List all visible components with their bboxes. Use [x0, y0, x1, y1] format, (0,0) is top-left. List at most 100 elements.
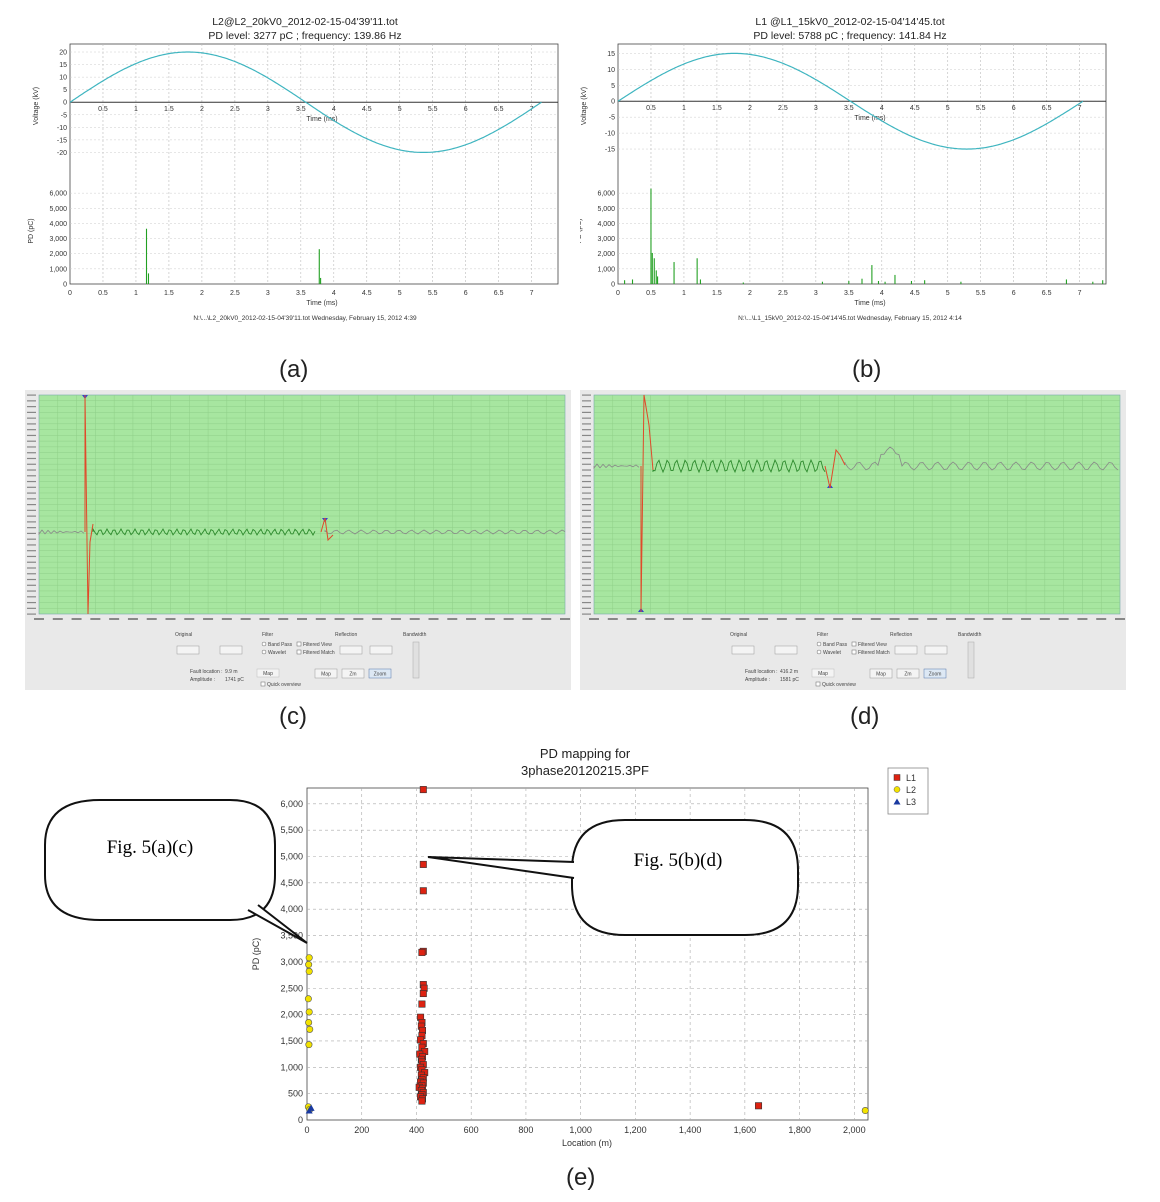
y-tick-mark	[582, 515, 591, 517]
pd-tick-label: 5,000	[49, 206, 67, 213]
pd-x-tick-label: 2	[748, 290, 752, 297]
reflection-next-button[interactable]	[369, 645, 393, 655]
pd-tick-label: 5,000	[597, 206, 615, 213]
callout-bubble-a-c	[44, 799, 276, 921]
pd-x-tick-label: 6	[1012, 290, 1016, 297]
waveform-pulse-highlight	[84, 394, 334, 615]
x-tick-mark	[927, 618, 938, 620]
fault-location-value: 416.2 m	[780, 669, 798, 675]
reflection-next-button[interactable]	[924, 645, 948, 655]
x-tick-mark	[1077, 618, 1088, 620]
callout-label-a-c: Fig. 5(a)(c)	[107, 837, 194, 858]
pd-x-tick-label: 5.5	[976, 290, 986, 297]
action-button[interactable]	[368, 668, 392, 679]
x-tick-mark	[814, 618, 825, 620]
x-tick-mark	[1115, 618, 1125, 620]
voltage-tick-label: 15	[59, 62, 67, 69]
data-point-L2	[305, 967, 313, 975]
quick-overview-checkbox[interactable]	[815, 681, 821, 687]
filtered-match-checkbox[interactable]	[296, 649, 302, 655]
y-tick-mark	[27, 429, 36, 431]
pd-mapping-chart: PD mapping for 3phase20120215.3PF 0 200 400 6…	[44, 746, 929, 1148]
voltage-y-label: Voltage (kV)	[581, 87, 588, 125]
waveform-trace	[38, 529, 566, 536]
y-tick-mark	[582, 417, 591, 419]
file-footer: N:\...\L2_20kV0_2012-02-15-04'39'11.tot …	[193, 315, 417, 322]
prev-button[interactable]	[176, 645, 200, 655]
y-tick-mark	[27, 584, 36, 586]
pd-tick-label: 0	[63, 282, 67, 289]
voltage-x-tick-label: 4	[880, 105, 884, 112]
y-tick-mark	[582, 429, 591, 431]
waveform-panel-c: Original Filter Band Pass Wavelet Filtered V…	[25, 390, 571, 690]
y-tick-label: 4,000	[280, 904, 303, 914]
voltage-x-tick-label: 2	[748, 105, 752, 112]
filtered-view-checkbox[interactable]	[296, 641, 302, 647]
y-tick-mark	[582, 544, 591, 546]
x-tick-mark	[776, 618, 787, 620]
quick-overview-checkbox[interactable]	[260, 681, 266, 687]
voltage-tick-label: 0	[611, 99, 615, 106]
action-button[interactable]	[314, 668, 338, 679]
y-tick-mark	[582, 434, 591, 437]
y-tick-mark	[582, 532, 591, 535]
y-tick-mark	[582, 607, 591, 609]
x-tick-mark	[1021, 618, 1032, 620]
legend-label: L2	[906, 785, 916, 795]
voltage-tick-label: -5	[61, 112, 67, 119]
next-button[interactable]	[774, 645, 798, 655]
x-axis-label: Location (m)	[562, 1138, 612, 1148]
x-tick-mark	[1058, 618, 1069, 620]
voltage-tick-label: 10	[59, 75, 67, 82]
callout-pointer-a-c	[247, 904, 308, 944]
pd-x-tick-label: 3	[266, 290, 270, 297]
pd-x-tick-label: 0.5	[646, 290, 656, 297]
y-tick-label: 6,000	[280, 799, 303, 809]
next-button[interactable]	[219, 645, 243, 655]
x-tick-mark	[870, 618, 881, 620]
voltage-y-label: Voltage (kV)	[33, 87, 40, 125]
action-button[interactable]	[896, 668, 920, 679]
voltage-x-label: Time (ms)	[854, 115, 885, 122]
chart-panel-b: L1 @L1_15kV0_2012-02-15-04'14'45.tot PD l…	[580, 16, 1107, 322]
wavelet-radio[interactable]	[816, 649, 822, 655]
map-disabled-button	[811, 668, 835, 678]
action-button[interactable]	[923, 668, 947, 679]
y-tick-mark	[582, 469, 591, 471]
action-button[interactable]	[869, 668, 893, 679]
y-tick-label: 2,000	[280, 1010, 303, 1020]
reflection-prev-button[interactable]	[894, 645, 918, 655]
action-button-label: Map	[876, 672, 886, 678]
pd-x-label: Time (ms)	[306, 300, 337, 307]
bandwidth-slider[interactable]	[412, 641, 420, 679]
x-tick-mark	[353, 618, 364, 620]
action-button[interactable]	[341, 668, 365, 679]
x-tick-mark	[315, 618, 326, 620]
band-pass-radio[interactable]	[261, 641, 267, 647]
filtered-view-checkbox[interactable]	[851, 641, 857, 647]
bandwidth-slider[interactable]	[967, 641, 975, 679]
band-pass-radio[interactable]	[816, 641, 822, 647]
voltage-tick-label: 5	[611, 83, 615, 90]
y-tick-mark	[27, 509, 36, 511]
x-tick-mark	[466, 618, 477, 620]
y-tick-mark	[27, 567, 36, 569]
caption-d: (d)	[850, 703, 880, 730]
pd-tick-label: 4,000	[597, 221, 615, 228]
action-button-label: Zm	[349, 672, 356, 678]
x-tick-mark	[34, 618, 44, 620]
data-point-L1	[419, 887, 427, 895]
x-tick-mark	[240, 618, 251, 620]
pd-x-tick-label: 1	[134, 290, 138, 297]
chart-subtitle: PD level: 3277 pC ; frequency: 139.86 Hz	[208, 30, 401, 42]
wavelet-radio[interactable]	[261, 649, 267, 655]
plot-frame	[69, 43, 559, 285]
x-tick-label: 1,400	[679, 1125, 702, 1135]
filtered-match-checkbox[interactable]	[851, 649, 857, 655]
prev-button[interactable]	[731, 645, 755, 655]
voltage-x-tick-label: 3.5	[296, 106, 306, 113]
pd-x-tick-label: 5	[398, 290, 402, 297]
pd-x-tick-label: 4.5	[910, 290, 920, 297]
reflection-prev-button[interactable]	[339, 645, 363, 655]
reflection-label: Reflection	[890, 632, 912, 638]
